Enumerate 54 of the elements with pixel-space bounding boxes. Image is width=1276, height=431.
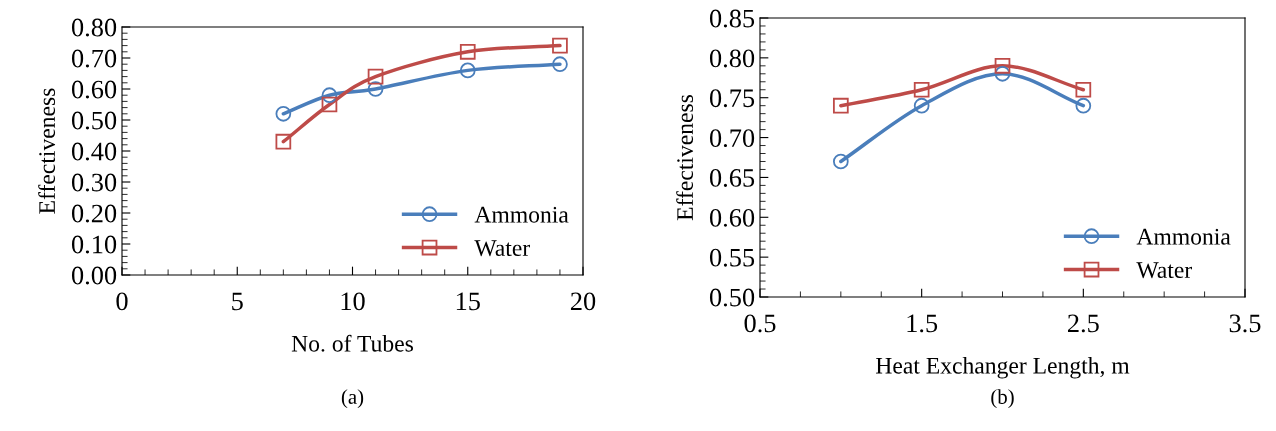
x-axis-title: Heat Exchanger Length, m (875, 357, 1130, 379)
point (913, 97, 930, 114)
text: (a) (341, 389, 364, 409)
legend-label: Water (474, 240, 530, 257)
y-tick-label: 0.75 (709, 89, 755, 108)
point (367, 68, 384, 85)
point (1075, 81, 1092, 98)
x-tick-label: 20 (570, 292, 596, 311)
legend-label: Ammonia (1136, 228, 1231, 245)
y-tick-label: 0.60 (709, 208, 755, 227)
y-tick-label: 0.70 (709, 129, 755, 148)
x-tick-label: 10 (341, 292, 365, 311)
point (994, 65, 1011, 82)
point (994, 57, 1011, 74)
x-tick-label: 0 (116, 292, 128, 311)
y-tick-label: 0.80 (71, 18, 117, 37)
point (459, 62, 476, 79)
y-tick-label: 0.80 (709, 49, 755, 68)
y-tick-label: 0.70 (71, 49, 117, 68)
x-tick-label: 2.5 (1068, 314, 1099, 333)
y-axis-title: Effectiveness (38, 88, 56, 214)
y-tick-label: 0.00 (71, 266, 117, 285)
text: (b) (991, 389, 1014, 409)
y-tick-label: 0.50 (709, 288, 755, 307)
y-tick-label: 0.20 (71, 204, 117, 223)
y-tick-label: 0.60 (71, 80, 117, 99)
point (552, 56, 568, 73)
point (832, 97, 849, 114)
y-tick-label: 0.30 (71, 173, 117, 192)
point (913, 81, 930, 98)
y-tick-label: 0.10 (71, 235, 117, 254)
point (832, 153, 849, 170)
point (367, 81, 384, 97)
y-tick-label: 0.65 (709, 169, 755, 187)
point (1075, 97, 1092, 114)
x-tick-label: 0.5 (744, 314, 776, 333)
y-tick-label: 0.55 (709, 248, 755, 267)
y-tick-label: 0.85 (709, 9, 755, 28)
x-tick-label: 5 (232, 292, 243, 311)
point (321, 96, 338, 113)
point (321, 87, 338, 104)
legend-label: Water (1136, 262, 1192, 279)
point (275, 133, 292, 150)
y-axis-title: Effectiveness (676, 94, 694, 221)
x-tick-label: 15 (456, 292, 480, 311)
point (459, 43, 476, 60)
point (275, 105, 292, 122)
x-tick-label: 3.5 (1229, 314, 1261, 333)
y-tick-label: 0.40 (71, 142, 117, 161)
y-tick-label: 0.50 (71, 111, 117, 130)
x-axis-title: No. of Tubes (291, 334, 413, 352)
legend-label: Ammonia (474, 206, 569, 223)
point (552, 37, 568, 54)
x-tick-label: 1.5 (907, 314, 938, 333)
